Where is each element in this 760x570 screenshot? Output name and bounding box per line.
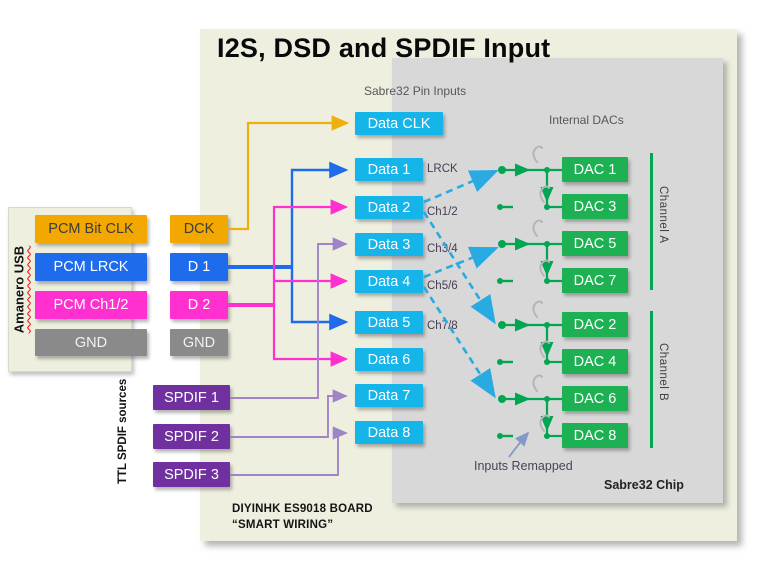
block-data-3: Data 3 xyxy=(355,233,423,256)
block-gnd-left: GND xyxy=(35,329,147,356)
block-d2: D 2 xyxy=(170,291,228,319)
ttl-spdif-label: TTL SPDIF sources xyxy=(117,378,129,484)
block-pcm-ch12: PCM Ch1/2 xyxy=(35,291,147,319)
block-spdif-3: SPDIF 3 xyxy=(153,462,230,487)
sabre32-chip-label: Sabre32 Chip xyxy=(604,478,684,492)
block-gnd-right: GND xyxy=(170,329,228,356)
block-dac-7: DAC 7 xyxy=(562,268,628,293)
block-data-clk: Data CLK xyxy=(355,112,443,135)
block-spdif-1: SPDIF 1 xyxy=(153,385,230,410)
block-dac-4: DAC 4 xyxy=(562,349,628,374)
block-data-5: Data 5 xyxy=(355,311,423,334)
pin-tag-ch12: Ch1/2 xyxy=(427,206,458,218)
channel-a-label: Channel A xyxy=(657,186,669,244)
pin-inputs-label: Sabre32 Pin Inputs xyxy=(364,84,467,98)
footer-board-name: DIYINHK ES9018 BOARD xyxy=(232,503,373,515)
block-d1: D 1 xyxy=(170,253,228,281)
block-dac-2: DAC 2 xyxy=(562,312,628,337)
internal-dacs-label: Internal DACs xyxy=(549,113,624,127)
block-dac-1: DAC 1 xyxy=(562,157,628,182)
block-data-6: Data 6 xyxy=(355,348,423,371)
block-data-2: Data 2 xyxy=(355,196,423,219)
channel-b-label: Channel B xyxy=(657,343,669,402)
block-dac-6: DAC 6 xyxy=(562,386,628,411)
block-pcm-lrck: PCM LRCK xyxy=(35,253,147,281)
block-dac-8: DAC 8 xyxy=(562,423,628,448)
block-dac-5: DAC 5 xyxy=(562,231,628,256)
block-dac-3: DAC 3 xyxy=(562,194,628,219)
block-data-8: Data 8 xyxy=(355,421,423,444)
block-data-7: Data 7 xyxy=(355,384,423,407)
channel-a-bracket xyxy=(650,153,653,290)
channel-b-bracket xyxy=(650,311,653,448)
block-data-1: Data 1 xyxy=(355,158,423,181)
block-dck: DCK xyxy=(170,215,228,243)
inputs-remapped-label: Inputs Remapped xyxy=(474,459,573,473)
pin-tag-ch78: Ch7/8 xyxy=(427,320,458,332)
block-pcm-bit-clk: PCM Bit CLK xyxy=(35,215,147,243)
block-data-4: Data 4 xyxy=(355,270,423,293)
footer-smart-wiring: “SMART WIRING” xyxy=(232,519,334,531)
pin-tag-ch56: Ch5/6 xyxy=(427,280,458,292)
pin-tag-ch34: Ch3/4 xyxy=(427,243,458,255)
pin-tag-lrck: LRCK xyxy=(427,163,458,175)
page-title: I2S, DSD and SPDIF Input xyxy=(217,33,551,63)
block-spdif-2: SPDIF 2 xyxy=(153,424,230,449)
amanero-usb-label: Amanero USB xyxy=(11,245,27,334)
